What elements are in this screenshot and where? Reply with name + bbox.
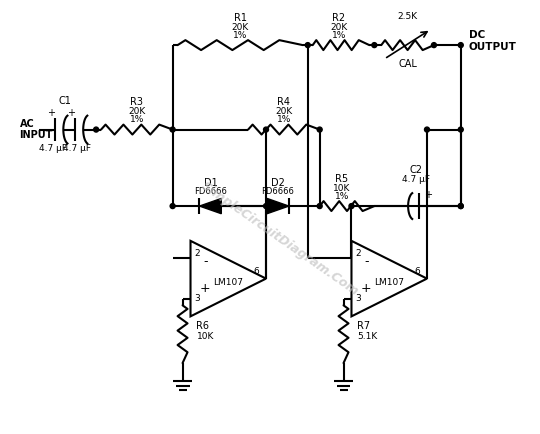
Circle shape <box>372 43 377 48</box>
Text: 6: 6 <box>414 266 420 276</box>
Text: 5.1K: 5.1K <box>357 332 377 341</box>
Text: 4.7 μF: 4.7 μF <box>63 145 91 154</box>
Text: C2: C2 <box>409 165 423 175</box>
Text: 1%: 1% <box>130 115 144 124</box>
Text: R3: R3 <box>130 97 143 107</box>
Text: 10K: 10K <box>333 184 350 193</box>
Text: R6: R6 <box>197 321 210 331</box>
Circle shape <box>424 127 429 132</box>
Text: 1%: 1% <box>233 31 247 40</box>
Text: LM107: LM107 <box>213 278 243 287</box>
Circle shape <box>458 204 463 209</box>
Text: R5: R5 <box>335 174 349 184</box>
Text: 20K: 20K <box>232 23 249 32</box>
Circle shape <box>458 127 463 132</box>
Text: 10K: 10K <box>197 332 214 341</box>
Text: +: + <box>361 282 372 295</box>
Text: 20K: 20K <box>275 107 293 116</box>
Text: 2: 2 <box>356 249 361 258</box>
Circle shape <box>170 204 175 209</box>
Text: D2: D2 <box>271 178 285 188</box>
Text: R4: R4 <box>278 97 291 107</box>
Circle shape <box>93 127 99 132</box>
Circle shape <box>431 43 436 48</box>
Text: R7: R7 <box>357 321 370 331</box>
Text: +: + <box>200 282 211 295</box>
Text: FD6666: FD6666 <box>261 187 294 196</box>
Text: 20K: 20K <box>128 107 145 116</box>
Text: R1: R1 <box>234 13 247 23</box>
Circle shape <box>349 204 354 209</box>
Text: 1%: 1% <box>332 31 346 40</box>
Text: 2: 2 <box>194 249 200 258</box>
Text: 3: 3 <box>355 294 361 303</box>
Text: FD6666: FD6666 <box>194 187 227 196</box>
Polygon shape <box>199 198 221 214</box>
Text: +: + <box>68 108 75 118</box>
Text: R2: R2 <box>333 13 346 23</box>
Text: AC
INPUT: AC INPUT <box>19 119 53 140</box>
Text: DC
OUTPUT: DC OUTPUT <box>469 30 517 52</box>
Text: 2.5K: 2.5K <box>397 12 417 21</box>
Text: 1%: 1% <box>276 115 291 124</box>
Circle shape <box>317 204 322 209</box>
Circle shape <box>264 127 268 132</box>
Text: -: - <box>203 255 208 268</box>
Circle shape <box>458 43 463 48</box>
Circle shape <box>170 127 175 132</box>
Circle shape <box>305 43 310 48</box>
Text: -: - <box>364 255 369 268</box>
Text: 3: 3 <box>194 294 200 303</box>
Text: 6: 6 <box>253 266 259 276</box>
Circle shape <box>317 127 322 132</box>
Circle shape <box>264 204 268 209</box>
Text: 1%: 1% <box>335 192 349 201</box>
Text: SimpleCircuitDiagram.Com: SimpleCircuitDiagram.Com <box>199 179 361 299</box>
Text: +: + <box>424 190 432 200</box>
Text: CAL: CAL <box>398 59 417 69</box>
Polygon shape <box>267 198 289 214</box>
Text: 20K: 20K <box>330 23 348 32</box>
Circle shape <box>458 204 463 209</box>
Text: C1: C1 <box>59 96 72 106</box>
Text: LM107: LM107 <box>374 278 404 287</box>
Text: +: + <box>48 108 56 118</box>
Text: 4.7 μF: 4.7 μF <box>402 175 430 184</box>
Text: D1: D1 <box>204 178 217 188</box>
Text: 4.7 μF: 4.7 μF <box>39 145 68 154</box>
